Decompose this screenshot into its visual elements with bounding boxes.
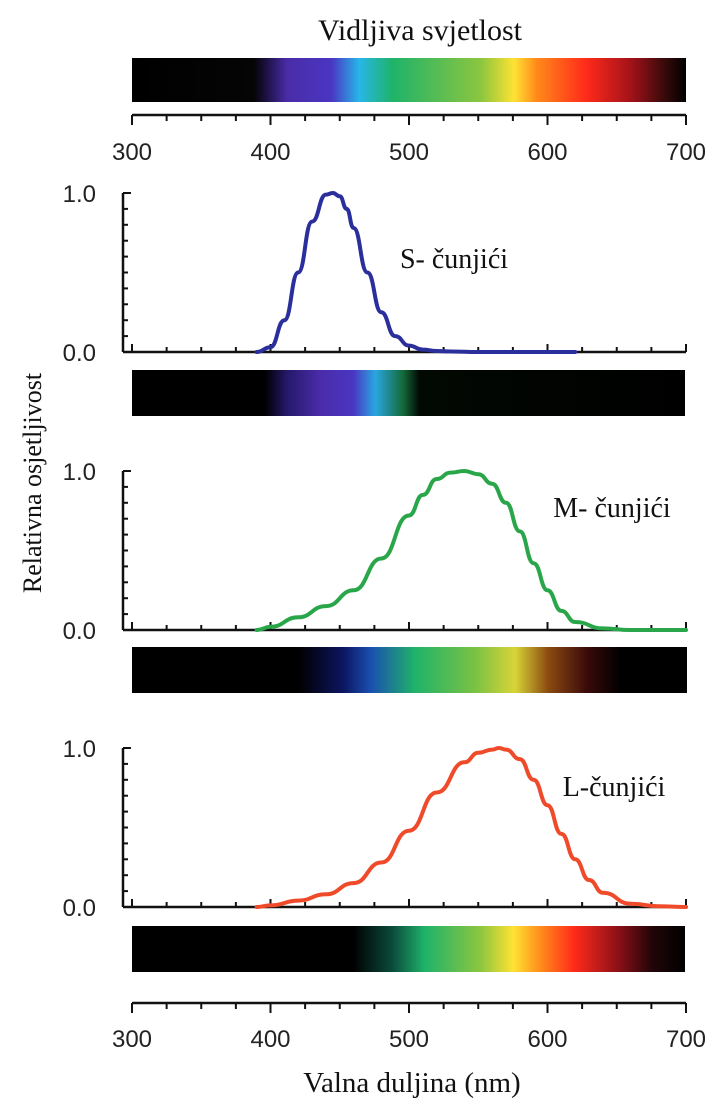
- y-axis-label: Relativna osjetljivost: [18, 372, 47, 593]
- l-cone-curve: [254, 746, 688, 909]
- top-x-tick-label: 400: [250, 139, 290, 166]
- visible-spectrum-bar: [132, 58, 686, 102]
- m-cone-curve: [254, 469, 688, 632]
- l-y-tick-label: 1.0: [63, 736, 96, 763]
- top-x-tick-label: 600: [527, 139, 567, 166]
- bottom-x-tick-label: 500: [389, 1026, 429, 1053]
- m-y-tick-label: 0.0: [63, 618, 96, 645]
- m-cone-panel: 0.0 1.0 M- čunjići: [63, 459, 688, 645]
- figure-title: Vidljiva svjetlost: [318, 14, 523, 47]
- x-axis-label: Valna duljina (nm): [303, 1067, 520, 1099]
- bottom-x-tick-label: 600: [527, 1026, 567, 1053]
- m-cone-label: M- čunjići: [553, 493, 671, 524]
- s-y-tick-label: 1.0: [63, 181, 96, 208]
- top-x-tick-label: 300: [112, 139, 152, 166]
- top-wavelength-axis: 300 400 500 600 700: [112, 113, 706, 166]
- s-cone-panel: 0.0 1.0 S- čunjići: [63, 181, 687, 367]
- bottom-x-tick-label: 400: [250, 1026, 290, 1053]
- bottom-x-tick-label: 700: [666, 1026, 706, 1053]
- top-x-tick-label: 700: [666, 139, 706, 166]
- s-cone-curve: [254, 191, 578, 354]
- bottom-x-tick-label: 300: [112, 1026, 152, 1053]
- l-cone-panel: 0.0 1.0 L-čunjići: [63, 736, 688, 922]
- m-cone-spectrum-bar: [132, 647, 687, 693]
- l-cone-label: L-čunjići: [563, 772, 666, 803]
- s-y-tick-label: 0.0: [63, 340, 96, 367]
- bottom-wavelength-axis: 300 400 500 600 700: [112, 1001, 706, 1053]
- top-x-tick-label: 500: [389, 139, 429, 166]
- l-y-tick-label: 0.0: [63, 895, 96, 922]
- s-cone-spectrum-bar: [132, 370, 685, 416]
- s-cone-label: S- čunjići: [400, 244, 508, 275]
- l-cone-spectrum-bar: [132, 926, 685, 972]
- m-y-tick-label: 1.0: [63, 459, 96, 486]
